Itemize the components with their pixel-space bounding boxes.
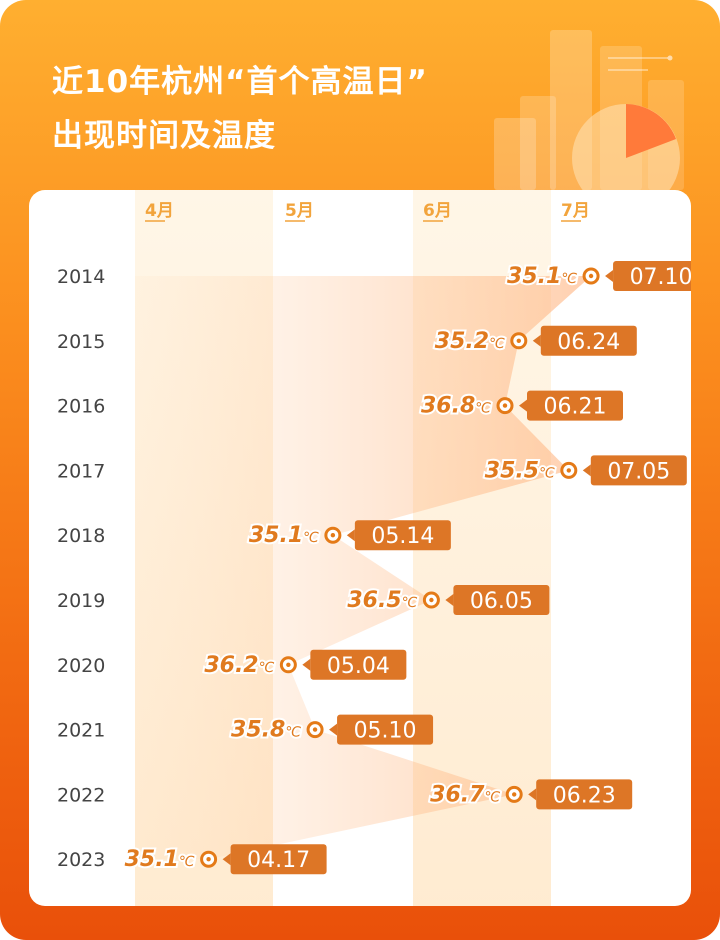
data-point-dot [588,273,594,279]
date-label-pointer [346,529,355,542]
year-label: 2016 [57,396,105,418]
date-label-pointer [302,658,311,671]
date-label: 05.14 [371,524,434,549]
date-label-pointer [519,399,527,412]
data-point-dot [502,403,508,408]
date-label-box [613,261,691,291]
year-label: 2022 [57,784,105,806]
temperature-label: 36.8℃ [421,394,491,419]
date-label-box [310,649,407,680]
year-label: 2015 [57,331,105,353]
date-label: 07.05 [607,459,670,484]
date-label: 05.10 [354,719,417,744]
temperature-label: 35.1℃ [507,264,577,289]
year-label: 2018 [57,525,105,547]
date-label: 06.23 [553,783,616,808]
date-label-box [590,455,687,486]
date-label-pointer [582,464,591,477]
data-point-dot [516,338,521,343]
date-label-box [527,390,623,421]
chart-svg: 4月 5月 6月 7月 2014 35.1℃ 07.10 2015 35.2℃ 06.24 2016… [57,190,691,906]
date-label: 06.05 [470,589,533,614]
month-label: 6月 [423,201,452,221]
data-point-dot [286,662,291,667]
date-label: 07.10 [630,265,691,290]
temperature-label: 36.5℃ [347,588,417,613]
date-label-pointer [532,334,541,347]
date-label-pointer [605,270,614,282]
date-label-box [540,325,637,356]
temperature-label: 35.8℃ [231,718,301,743]
year-label: 2014 [57,266,105,288]
title-line-1: 近10年杭州“首个高温日” [52,64,428,100]
data-point-dot [206,857,211,862]
data-point-dot [566,468,572,473]
title-line-2: 出现时间及温度 [52,118,276,154]
date-label-pointer [222,853,231,866]
temperature-label: 35.2℃ [435,329,505,354]
trend-area [135,276,592,860]
month-label: 7月 [561,201,590,221]
month-label: 4月 [145,201,174,221]
year-label: 2023 [57,849,105,871]
data-point-dot [512,792,517,797]
decorative-chart-icon [494,30,684,198]
date-label-box [453,585,550,615]
date-label-box [536,779,633,810]
year-label: 2020 [57,655,105,677]
date-label-pointer [445,594,454,606]
year-label: 2021 [57,720,105,742]
date-label-pointer [528,788,537,801]
temperature-label: 35.1℃ [125,847,195,872]
date-label: 06.24 [557,330,620,355]
temperature-label: 35.5℃ [485,458,555,483]
date-label-box [337,714,434,745]
temperature-label: 36.7℃ [430,782,500,807]
data-point-dot [312,727,318,732]
date-label: 04.17 [247,848,310,873]
temperature-label: 36.2℃ [204,653,274,678]
date-label-pointer [329,723,338,736]
date-label: 05.04 [327,654,390,679]
temperature-label: 35.1℃ [249,523,319,548]
date-label: 06.21 [544,395,607,420]
month-label: 5月 [285,201,314,221]
chart-card: 4月 5月 6月 7月 2014 35.1℃ 07.10 2015 35.2℃ 06.24 2016… [29,190,691,906]
year-label: 2019 [57,590,105,612]
date-label-box [230,844,327,875]
data-point-dot [330,533,336,538]
date-label-box [354,520,451,551]
data-point-dot [429,597,434,603]
year-label: 2017 [57,460,105,482]
